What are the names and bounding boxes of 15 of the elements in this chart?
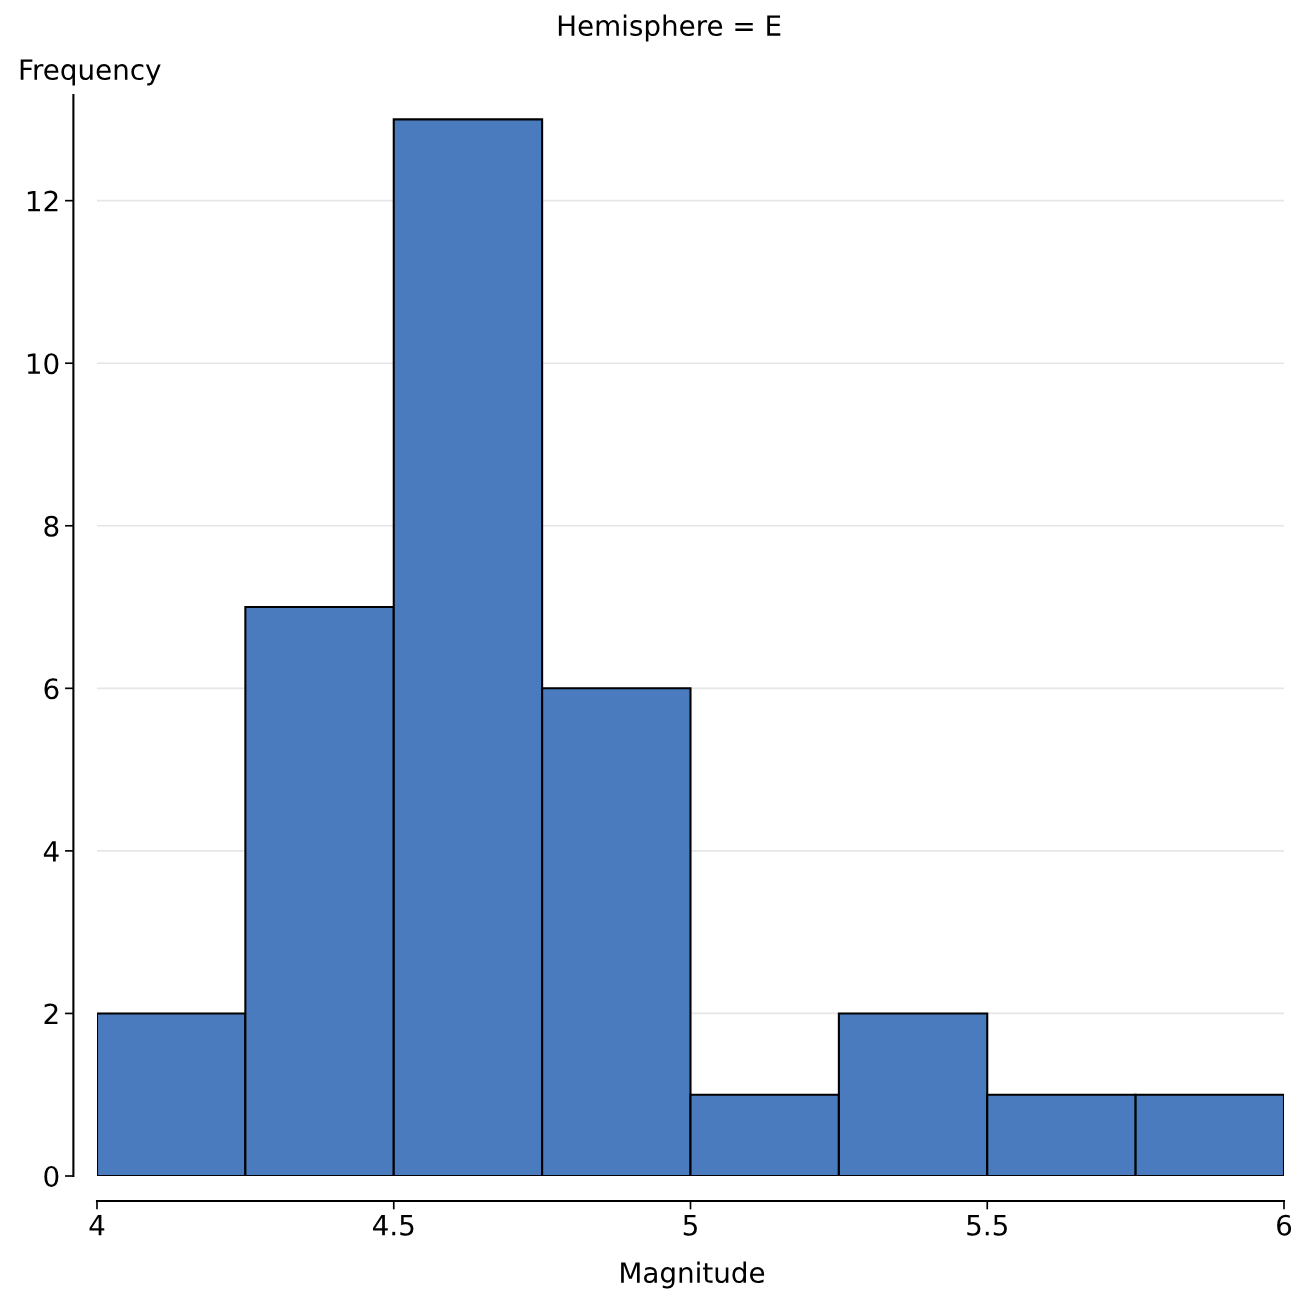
y-tick-label: 4 <box>43 841 59 862</box>
chart-title: Hemisphere = E <box>558 14 781 42</box>
x-tick-label: 4 <box>89 1215 105 1236</box>
y-tick-label: 2 <box>44 1003 58 1024</box>
y-tick-label: 0 <box>44 1165 59 1187</box>
y-tick-label: 6 <box>44 678 59 700</box>
x-tick-label: 5 <box>683 1215 697 1236</box>
y-tick-label: 8 <box>44 515 59 537</box>
y-axis-title: Frequency <box>20 59 161 86</box>
x-tick-label: 6 <box>1277 1214 1292 1236</box>
x-tick-label: 4.5 <box>373 1215 414 1236</box>
x-axis-title: Magnitude <box>621 1261 765 1289</box>
y-tick-label: 10 <box>27 353 59 375</box>
y-tick-label: 12 <box>27 190 58 212</box>
x-tick-label: 5.5 <box>967 1215 1007 1236</box>
